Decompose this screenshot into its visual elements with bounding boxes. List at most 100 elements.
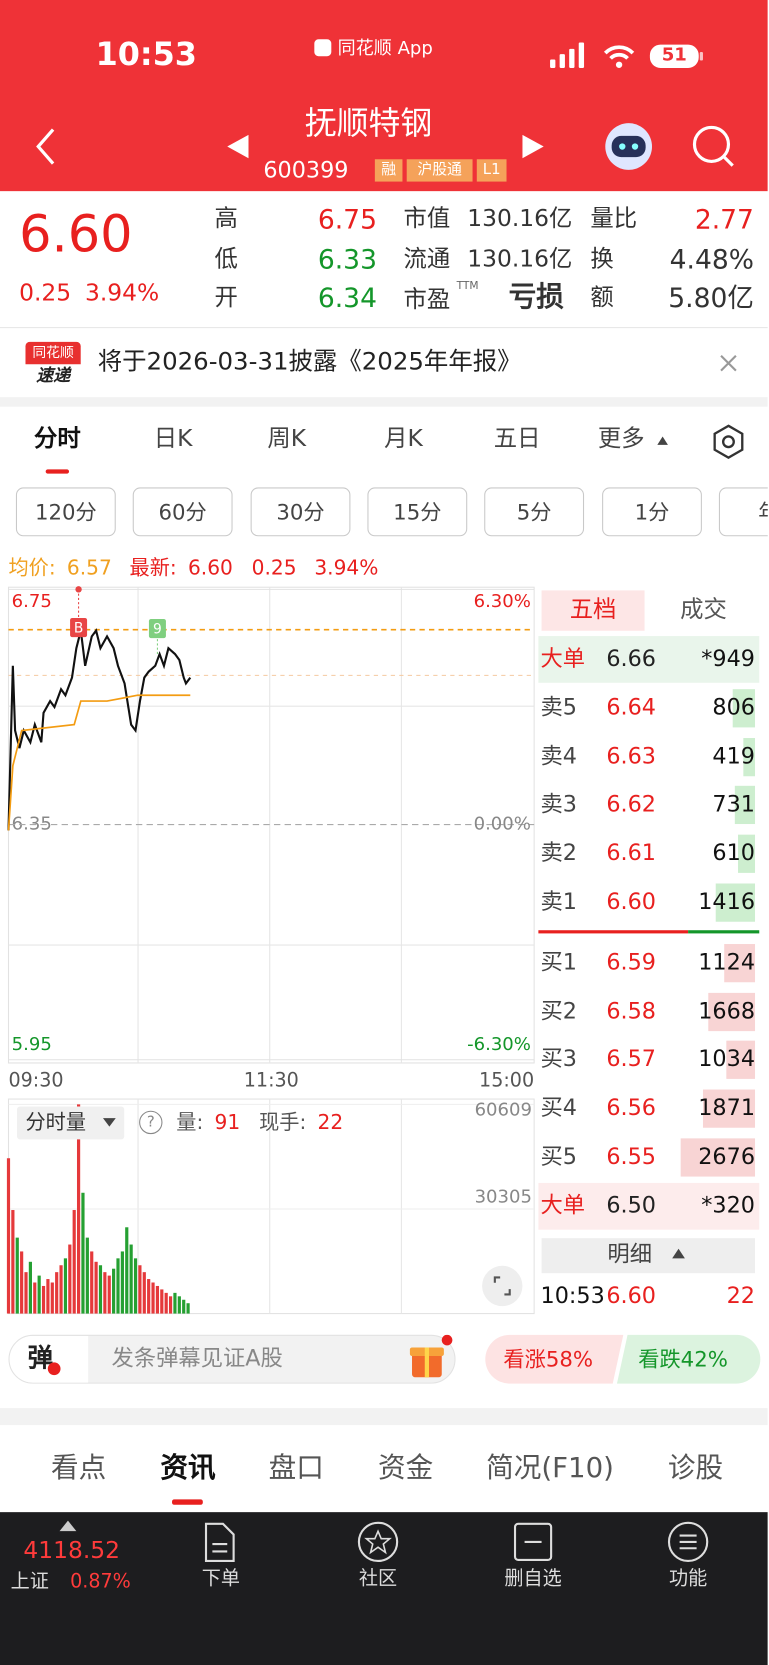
orderbook-tab[interactable]: 成交: [680, 596, 727, 624]
annotation-text: B: [74, 621, 83, 637]
orderbook-tab[interactable]: 五档: [569, 596, 617, 624]
field-label: 换: [590, 246, 614, 273]
danmu-placeholder[interactable]: 发条弹幕见证A股: [111, 1345, 283, 1371]
stock-code: 600399: [263, 157, 349, 183]
field-label: 量比: [590, 206, 638, 233]
dropdown-arrow: [103, 1118, 116, 1127]
volume-bar: [76, 1104, 81, 1314]
volume-bar: [133, 1258, 138, 1314]
row-price: 6.58: [606, 998, 657, 1024]
footer-item[interactable]: 删自选: [504, 1567, 562, 1590]
avg-price: 6.57: [66, 556, 112, 580]
row-volume: 1034: [698, 1045, 756, 1072]
field-label: 额: [590, 284, 614, 312]
volume-selector-bg[interactable]: [16, 1106, 125, 1140]
period-button[interactable]: 60分: [132, 487, 233, 537]
notice-text[interactable]: 将于2026-03-31披露《2025年年报》: [97, 348, 522, 376]
period-button[interactable]: 1分: [602, 487, 702, 537]
latest-price: 6.60: [187, 556, 233, 580]
content-tab[interactable]: 诊股: [667, 1452, 724, 1485]
avg-label: 均价:: [8, 556, 56, 580]
volume-title[interactable]: 分时量: [25, 1110, 87, 1135]
expand-icon[interactable]: [481, 1265, 523, 1307]
footer-item[interactable]: 下单: [201, 1567, 240, 1590]
row-volume: 1668: [698, 998, 756, 1024]
orderbook-tab-active-bg: [541, 590, 645, 631]
footer-item[interactable]: 功能: [668, 1567, 708, 1590]
period-button[interactable]: 5分: [484, 487, 585, 537]
price-change-pct: 3.94%: [84, 280, 160, 307]
period-button[interactable]: 15分: [367, 487, 468, 537]
help-icon[interactable]: ?: [139, 1110, 163, 1135]
volume-bar: [168, 1296, 173, 1314]
settings-icon[interactable]: [709, 423, 747, 461]
row-volume: *320: [701, 1192, 756, 1218]
volume-bar: [103, 1272, 107, 1314]
tab[interactable]: 更多: [597, 425, 645, 453]
gift-icon[interactable]: [408, 1334, 455, 1384]
row-volume: 610: [712, 839, 756, 866]
field-value: 6.34: [317, 282, 377, 314]
tab[interactable]: 分时: [33, 425, 81, 453]
volume-bar: [59, 1265, 63, 1314]
y2-tick-label: 6.30%: [474, 591, 531, 612]
annotation-text: 9: [153, 622, 162, 638]
field-label: 低: [214, 246, 238, 273]
volume-bar: [94, 1261, 98, 1314]
volume-bar: [68, 1244, 72, 1314]
index-name[interactable]: 上证: [10, 1570, 49, 1593]
content-tab[interactable]: 盘口: [268, 1452, 324, 1485]
row-label: 卖5: [540, 694, 578, 720]
close-icon[interactable]: [718, 353, 739, 374]
tab[interactable]: 月K: [384, 425, 423, 453]
content-tab[interactable]: 看点: [50, 1452, 107, 1485]
danmu-badge-dot: [47, 1362, 61, 1376]
detail-label[interactable]: 明细: [607, 1241, 653, 1267]
index-arrow: [59, 1520, 77, 1532]
field-label: 高: [214, 206, 238, 233]
book-divider: [538, 930, 689, 934]
field-label: 流通: [403, 246, 451, 273]
volume-bar: [107, 1275, 111, 1314]
index-value[interactable]: 4118.52: [23, 1537, 120, 1565]
content-tab[interactable]: 简况(F10): [486, 1452, 614, 1485]
footer-bg: [0, 1512, 768, 1665]
volume-bar: [155, 1285, 160, 1314]
field-value: 4.48%: [669, 244, 754, 276]
volume-bar: [142, 1272, 146, 1314]
row-price: 6.66: [606, 645, 657, 672]
row-volume: 806: [712, 694, 756, 720]
status-app: 同花顺 App: [337, 38, 433, 60]
volume-bar: [63, 1258, 68, 1314]
book-divider: [688, 930, 760, 934]
price-line: [7, 694, 191, 831]
period-button[interactable]: 120分: [15, 487, 116, 537]
volume-bar: [160, 1289, 164, 1314]
danmu-bar[interactable]: [8, 1334, 456, 1384]
volume-bar: [743, 738, 755, 777]
volume-bar: [726, 1040, 755, 1079]
content-tab[interactable]: 资金: [378, 1452, 434, 1485]
index-change[interactable]: 0.87%: [70, 1570, 131, 1593]
content-tab[interactable]: 资讯: [160, 1452, 216, 1485]
row-volume: 1124: [698, 949, 756, 975]
battery-level: 51: [661, 44, 687, 66]
vote-bull[interactable]: 看涨58%: [503, 1346, 594, 1372]
tab[interactable]: 五日: [493, 425, 541, 453]
footer-item[interactable]: 社区: [358, 1567, 398, 1590]
tab[interactable]: 周K: [267, 425, 307, 453]
period-button[interactable]: 年: [718, 487, 768, 537]
app-icon: [314, 39, 332, 57]
tab[interactable]: 日K: [153, 425, 193, 453]
volume-bar: [41, 1285, 46, 1314]
field-value: 亏损: [508, 281, 564, 314]
row-price: 6.60: [606, 888, 657, 915]
row-label: 买3: [540, 1045, 578, 1072]
period-button[interactable]: 30分: [250, 487, 351, 537]
y2-tick-label: 0.00%: [474, 814, 531, 835]
vote-bear[interactable]: 看跌42%: [638, 1346, 728, 1372]
row-price: 6.56: [606, 1094, 657, 1121]
volume-bar: [703, 1089, 755, 1128]
